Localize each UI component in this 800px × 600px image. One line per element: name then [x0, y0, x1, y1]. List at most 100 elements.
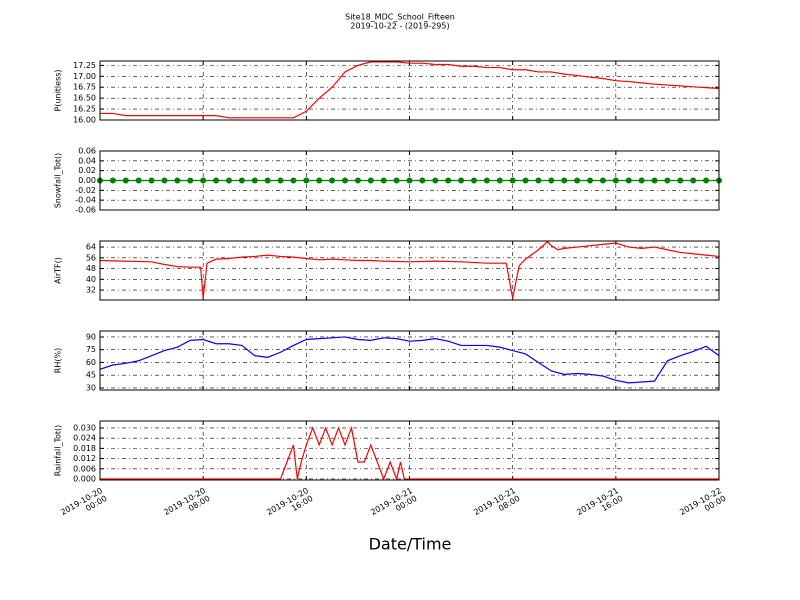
data-point	[135, 177, 142, 184]
y-tick-label: 30	[86, 383, 96, 392]
y-tick-label: 16.25	[73, 105, 96, 114]
y-tick-label: 32	[86, 286, 96, 295]
data-point	[329, 177, 336, 184]
data-point	[225, 177, 232, 184]
y-axis-label: RH(%)	[54, 348, 63, 373]
panel: Snowfall_Tot()-0.06-0.04-0.020.000.020.0…	[54, 147, 722, 215]
y-axis-label: Rainfall_Tot()	[54, 425, 63, 477]
data-point	[535, 177, 542, 184]
data-point	[354, 177, 361, 184]
panel: P(unitless) 16.00 16.25 16.50 16.75 17.00 17.2…	[54, 60, 720, 125]
data-point	[213, 177, 220, 184]
data-line	[100, 61, 720, 119]
y-tick-label: 0.02	[78, 166, 96, 175]
y-tick-label: 40	[86, 275, 96, 284]
data-point	[122, 177, 129, 184]
data-point	[419, 177, 426, 184]
y-tick-label: 60	[86, 358, 96, 367]
y-axis-label: Snowfall_Tot()	[54, 153, 63, 209]
data-point	[445, 177, 452, 184]
data-point	[432, 177, 439, 184]
data-line	[100, 425, 719, 482]
data-point	[148, 177, 155, 184]
data-point	[109, 177, 116, 184]
data-point	[200, 177, 207, 184]
y-tick-label: 16.50	[73, 94, 96, 103]
y-tick-label: 90	[86, 332, 96, 341]
y-tick-label: 0.018	[73, 444, 96, 453]
data-point	[651, 177, 658, 184]
axes-frame	[99, 150, 720, 211]
panel: RH(%) 30 45 60 75 90	[54, 330, 720, 392]
data-point	[612, 177, 619, 184]
data-point	[561, 177, 568, 184]
y-tick-label: 0.012	[73, 454, 96, 463]
data-point	[406, 177, 413, 184]
data-point	[290, 177, 297, 184]
axes-frame	[99, 420, 720, 481]
y-tick-label: 0.00	[78, 176, 96, 185]
axes-frame	[99, 330, 720, 391]
y-tick-label: 17.25	[73, 61, 96, 70]
data-point	[380, 177, 387, 184]
y-tick-label: 56	[86, 253, 96, 262]
data-point	[303, 177, 310, 184]
title: Site18_MDC_School_Fifteen	[345, 13, 455, 22]
y-tick-label: 75	[86, 345, 96, 354]
y-tick-label: -0.04	[75, 196, 96, 205]
data-point	[174, 177, 181, 184]
y-tick-label: 0.000	[73, 474, 96, 483]
data-line	[99, 336, 720, 384]
data-point	[587, 177, 594, 184]
y-tick-label: 16.75	[73, 83, 96, 92]
data-point	[509, 177, 516, 184]
data-point	[342, 177, 349, 184]
data-point	[677, 177, 684, 184]
data-point	[483, 177, 490, 184]
subtitle: 2019-10-22 - (2019-295)	[350, 22, 449, 31]
y-tick-label: 48	[86, 264, 96, 273]
y-tick-label: 64	[86, 243, 96, 252]
axes-frame	[99, 60, 720, 121]
y-tick-label: 0.006	[73, 464, 96, 473]
data-point	[238, 177, 245, 184]
y-tick-label: 17.00	[73, 72, 96, 81]
y-tick-label: 0.030	[73, 423, 96, 432]
data-point	[703, 177, 710, 184]
data-point	[264, 177, 271, 184]
y-tick-label: -0.02	[75, 186, 96, 195]
data-point	[251, 177, 258, 184]
data-point	[599, 177, 606, 184]
data-point	[470, 177, 477, 184]
data-point	[367, 177, 374, 184]
data-point	[316, 177, 323, 184]
data-point	[496, 177, 503, 184]
y-tick-label: 0.04	[78, 156, 96, 165]
data-point	[638, 177, 645, 184]
y-tick-label: 16.00	[73, 116, 96, 125]
data-point	[664, 177, 671, 184]
data-point	[574, 177, 581, 184]
data-point	[393, 177, 400, 184]
x-axis-label: Date/Time	[369, 535, 452, 554]
data-point	[548, 177, 555, 184]
data-point	[625, 177, 632, 184]
data-point	[161, 177, 168, 184]
axes-frame	[99, 240, 720, 301]
y-axis-label: AirTF()	[54, 257, 63, 284]
data-point	[690, 177, 697, 184]
data-line	[99, 240, 720, 299]
y-axis-label: P(unitless)	[54, 69, 63, 111]
data-point	[187, 177, 194, 184]
y-tick-label: 45	[86, 371, 96, 380]
y-tick-label: -0.06	[75, 206, 96, 215]
data-point	[277, 177, 284, 184]
y-tick-label: 0.06	[78, 147, 96, 156]
data-point	[458, 177, 465, 184]
y-tick-label: 0.024	[73, 434, 96, 443]
data-point	[522, 177, 529, 184]
